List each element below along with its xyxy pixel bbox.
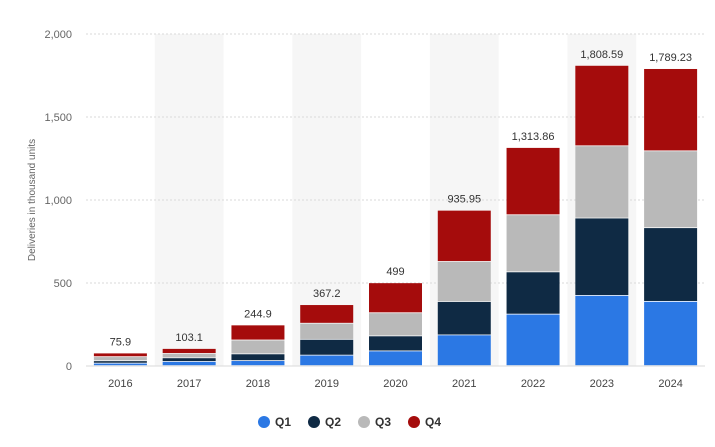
total-label-2023: 1,808.59 — [580, 49, 623, 61]
bars — [93, 65, 698, 366]
x-tick-label-2017: 2017 — [177, 378, 201, 390]
total-label-2021: 935.95 — [447, 194, 481, 206]
bar-2021-Q1 — [437, 335, 491, 366]
gridlines — [86, 33, 705, 367]
bar-2024-Q2 — [644, 228, 698, 301]
x-tick-label-2018: 2018 — [246, 378, 270, 390]
total-label-2018: 244.9 — [244, 308, 272, 320]
legend-label-Q1: Q1 — [275, 415, 291, 429]
bar-2022-Q4 — [506, 147, 560, 215]
y-tick-label: 1,000 — [44, 195, 72, 207]
bar-2017-Q2 — [162, 358, 216, 362]
bar-2017-Q4 — [162, 348, 216, 354]
bar-2023-Q4 — [575, 65, 629, 146]
bar-2020-Q4 — [369, 283, 422, 313]
bar-2017-Q1 — [162, 361, 216, 366]
bar-2024-Q3 — [644, 151, 698, 228]
bar-2024-Q1 — [644, 301, 698, 366]
legend: Q1 Q2 Q3 Q4 — [258, 415, 441, 429]
legend-swatch-Q2 — [308, 416, 320, 428]
bar-2023-Q1 — [575, 295, 629, 366]
y-axis-ticks: 0 500 1,000 1,500 2,000 — [44, 29, 72, 373]
legend-swatch-Q4 — [408, 416, 420, 428]
total-label-2024: 1,789.23 — [649, 52, 692, 64]
bar-total-labels: 75.9 103.1 244.9 367.2 499 935.95 1,313.86 1,80… — [110, 49, 692, 349]
bar-2019-Q1 — [300, 355, 354, 366]
legend-label-Q2: Q2 — [325, 415, 341, 429]
legend-item-Q4[interactable]: Q4 — [408, 415, 441, 429]
x-tick-label-2024: 2024 — [658, 378, 682, 390]
legend-swatch-Q1 — [258, 416, 270, 428]
legend-label-Q4: Q4 — [425, 415, 441, 429]
legend-item-Q1[interactable]: Q1 — [258, 415, 291, 429]
bar-2016-Q1 — [93, 363, 147, 366]
legend-label-Q3: Q3 — [375, 415, 391, 429]
total-label-2020: 499 — [386, 266, 404, 278]
bar-2020-Q1 — [369, 351, 422, 366]
bar-2020-Q2 — [369, 336, 422, 351]
bar-2016-Q3 — [93, 357, 147, 361]
x-tick-label-2016: 2016 — [108, 378, 132, 390]
legend-swatch-Q3 — [358, 416, 370, 428]
x-tick-label-2022: 2022 — [521, 378, 545, 390]
total-label-2022: 1,313.86 — [512, 131, 555, 143]
total-label-2017: 103.1 — [175, 332, 203, 344]
bar-2021-Q4 — [437, 210, 491, 262]
bar-2020-Q3 — [369, 313, 422, 336]
x-tick-label-2021: 2021 — [452, 378, 476, 390]
y-tick-label: 1,500 — [44, 112, 72, 124]
x-tick-label-2023: 2023 — [590, 378, 614, 390]
bar-2022-Q3 — [506, 215, 560, 272]
bar-2019-Q3 — [300, 323, 354, 339]
bar-2023-Q3 — [575, 146, 629, 218]
x-axis-ticks: 2016 2017 2018 2019 2020 2021 2022 2023 2024 — [108, 378, 683, 390]
bar-2017-Q3 — [162, 353, 216, 358]
bar-2022-Q2 — [506, 272, 560, 314]
bar-2021-Q3 — [437, 261, 491, 302]
bar-2018-Q2 — [231, 354, 285, 361]
total-label-2016: 75.9 — [110, 336, 131, 348]
bar-2021-Q2 — [437, 301, 491, 335]
bar-2019-Q4 — [300, 305, 354, 323]
bar-2016-Q4 — [93, 353, 147, 357]
bar-2023-Q2 — [575, 218, 629, 296]
y-tick-label: 2,000 — [44, 29, 72, 41]
bar-2019-Q2 — [300, 339, 354, 355]
total-label-2019: 367.2 — [313, 288, 341, 300]
bar-2016-Q2 — [93, 361, 147, 363]
x-tick-label-2019: 2019 — [314, 378, 338, 390]
legend-item-Q2[interactable]: Q2 — [308, 415, 341, 429]
y-tick-label: 500 — [54, 278, 72, 290]
bar-2022-Q1 — [506, 314, 560, 366]
y-axis-label: Deliveries in thousand units — [27, 139, 38, 261]
bar-2018-Q3 — [231, 340, 285, 354]
legend-item-Q3[interactable]: Q3 — [358, 415, 391, 429]
bar-2024-Q4 — [644, 68, 698, 151]
y-tick-label: 0 — [66, 361, 72, 373]
bar-2018-Q4 — [231, 325, 285, 340]
x-tick-label-2020: 2020 — [383, 378, 407, 390]
bar-2018-Q1 — [231, 361, 285, 366]
band-2017 — [154, 34, 224, 366]
